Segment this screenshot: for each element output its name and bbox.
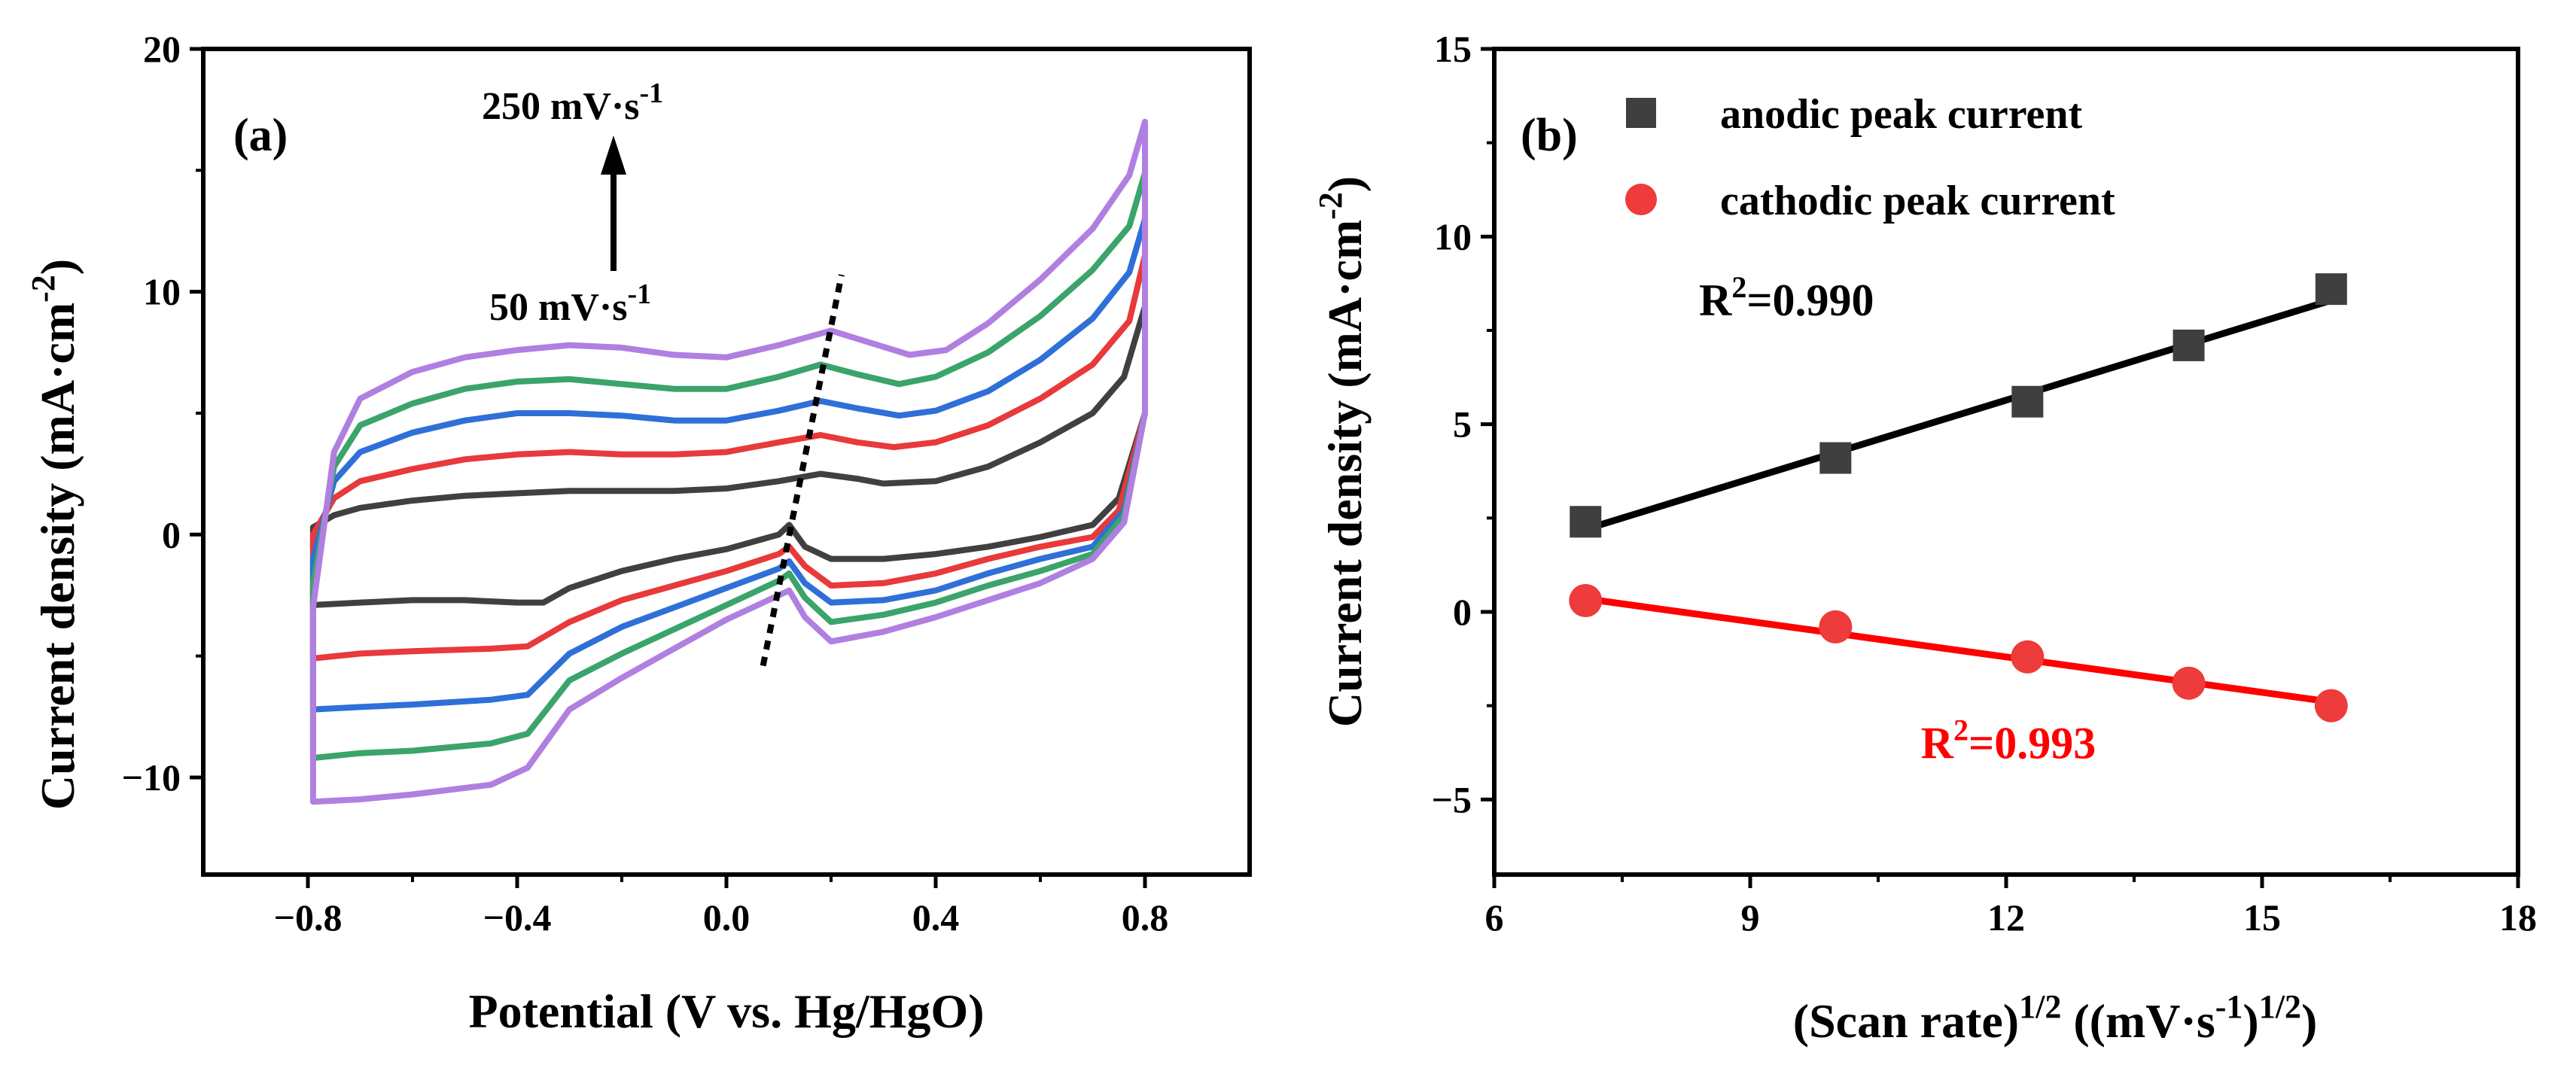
y-axis-title-a-sup: -2 (25, 275, 62, 303)
y-tick-label: 0 (1453, 591, 1472, 633)
annotation-50-text: 50 mV·s (489, 286, 627, 329)
x-axis-title-b-sup3: 1/2 (2259, 988, 2301, 1025)
panel-b-peak-current: 6 9 12 15 18 −5 0 5 10 15 (b) anodic peak curren… (1312, 28, 2537, 1048)
x-ticks-b: 6 9 12 15 18 (1485, 875, 2537, 939)
y-ticks-b: −5 0 5 10 15 (1432, 28, 1494, 820)
annotation-50-scan-rate: 50 mV·s-1 (489, 278, 651, 329)
r2-cathodic-sup: 2 (1953, 713, 1969, 747)
y-axis-title-a: Current density (mA·cm-2) (25, 259, 84, 810)
x-tick-label: 18 (2499, 896, 2537, 939)
y-tick-label: −10 (122, 756, 181, 799)
anodic-point (2315, 273, 2347, 306)
legend: anodic peak current cathodic peak curren… (1625, 91, 2115, 224)
y-axis-title-b-text: Current density (mA·cm (1318, 220, 1372, 727)
x-ticks-a: −0.8 −0.4 0.0 0.4 0.8 (274, 875, 1169, 939)
anodic-point (2173, 329, 2205, 361)
x-tick-label: 12 (1987, 896, 2025, 939)
y-ticks-a: −10 0 10 20 (122, 28, 203, 799)
r2-label-cathodic: R2=0.993 (1921, 713, 2096, 768)
anodic-point (1819, 442, 1852, 474)
y-axis-title-b-sup: -2 (1312, 192, 1349, 220)
x-tick-label: 6 (1485, 896, 1504, 939)
y-axis-title-b-tail: ) (1318, 176, 1372, 192)
cv-curve-purple (309, 118, 1148, 805)
x-axis-title-b: (Scan rate)1/2 ((mV·s-1)1/2) (1793, 988, 2318, 1048)
x-axis-title-a: Potential (V vs. Hg/HgO) (469, 984, 985, 1038)
x-axis-title-b-end: ) (2301, 994, 2317, 1048)
y-tick-label: 10 (1434, 215, 1472, 257)
cathodic-point (2011, 640, 2045, 674)
r2-label-anodic: R2=0.990 (1699, 270, 1874, 325)
cathodic-point (1819, 610, 1853, 644)
legend-marker-cathodic (1625, 184, 1657, 215)
x-axis-title-b-main: (Scan rate) (1793, 994, 2019, 1048)
annotation-250-text: 250 mV·s (482, 85, 639, 128)
x-tick-label: 9 (1741, 896, 1760, 939)
x-tick-label: 15 (2243, 896, 2281, 939)
y-tick-label: 20 (143, 28, 181, 70)
x-axis-title-b-sup2: -1 (2215, 988, 2243, 1025)
x-tick-label: 0.4 (912, 896, 960, 939)
fit-line-1 (1585, 595, 2332, 706)
peak-shift-dashed-line (760, 274, 845, 667)
legend-label-cathodic: cathodic peak current (1720, 178, 2115, 224)
x-axis-title-b-mid: ((mV·s (2061, 994, 2215, 1048)
y-tick-label: −5 (1432, 778, 1472, 820)
r2-anodic-sup: 2 (1731, 270, 1746, 304)
x-tick-label: −0.4 (483, 896, 552, 939)
y-tick-label: 15 (1434, 28, 1472, 70)
cv-curve-black (309, 303, 1148, 608)
data-points (1569, 273, 2348, 723)
r2-anodic-main: R (1699, 275, 1732, 325)
annotation-250-scan-rate: 250 mV·s-1 (482, 78, 663, 128)
y-tick-label: 10 (143, 271, 181, 313)
anodic-point (2011, 385, 2044, 418)
y-tick-label: 0 (162, 513, 181, 555)
y-axis-title-b: Current density (mA·cm-2) (1312, 176, 1372, 727)
annotation-250-sup: -1 (639, 78, 663, 109)
fit-lines (1584, 297, 2333, 706)
y-tick-label: 5 (1453, 403, 1472, 446)
x-tick-label: 0.0 (703, 896, 751, 939)
r2-cathodic-main: R (1921, 718, 1954, 768)
cathodic-point (1569, 583, 1603, 617)
anodic-point (1570, 506, 1602, 538)
cv-curves (309, 118, 1148, 805)
x-axis-title-b-tail: ) (2243, 994, 2258, 1048)
r2-anodic-tail: =0.990 (1746, 275, 1874, 325)
legend-label-anodic: anodic peak current (1720, 91, 2083, 138)
fit-line-0 (1584, 297, 2333, 533)
panel-label-b: (b) (1521, 110, 1578, 161)
r2-cathodic-tail: =0.993 (1969, 718, 2096, 768)
legend-marker-anodic (1626, 98, 1656, 128)
y-axis-title-a-tail: ) (31, 259, 84, 275)
annotation-50-sup: -1 (627, 278, 651, 310)
x-tick-label: 0.8 (1122, 896, 1169, 939)
arrow-up-icon (601, 135, 626, 175)
cathodic-point (2172, 666, 2206, 700)
cathodic-point (2314, 689, 2348, 723)
panel-label-a: (a) (233, 110, 288, 161)
y-axis-title-a-text: Current density (mA·cm (31, 303, 84, 810)
x-axis-title-b-sup1: 1/2 (2019, 988, 2061, 1025)
x-tick-label: −0.8 (274, 896, 343, 939)
